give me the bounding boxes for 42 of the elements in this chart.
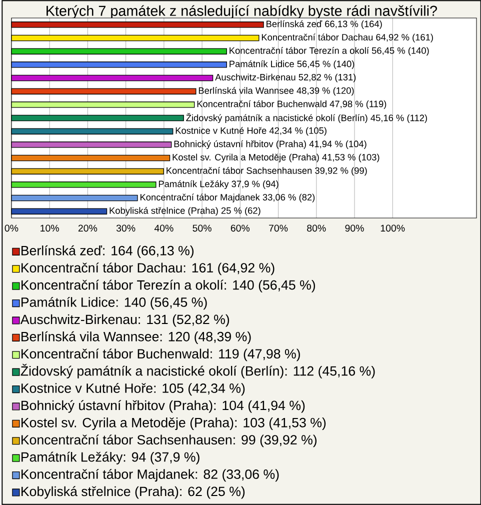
legend-label: Kostel sv. Cyrila a Metoděje (Praha): 103 (41,53 %) bbox=[21, 418, 326, 430]
data-label: Kostnice v Kutné Hoře 42,34 % (105) bbox=[176, 126, 326, 136]
data-label: Židovský památník a nacistické okolí (Berlín) 45,16 % (112) bbox=[186, 113, 427, 123]
data-label: Berlínská zeď 66,13 % (164) bbox=[266, 20, 382, 29]
legend-label: Koncentrační tábor Sachsenhausen: 99 (39,92 %) bbox=[21, 434, 316, 448]
x-tick-label: 20% bbox=[78, 224, 97, 232]
data-label: Koncentrační tábor Buchenwald 47,98 % (119) bbox=[197, 100, 386, 109]
x-tick-label: 60% bbox=[230, 224, 250, 232]
x-tick-label: 80% bbox=[306, 224, 326, 232]
x-tick-label: 0% bbox=[4, 224, 18, 232]
data-label: Koncentrační tábor Dachau 64,92 % (161) bbox=[262, 34, 433, 42]
data-label: Památník Ležáky 37,9 % (94) bbox=[158, 180, 278, 189]
chart-title: Kterých 7 památek z následující nabídky byste rádi navštívili? bbox=[46, 5, 437, 19]
legend-label: Bohnický ústavní hřbitov (Praha): 104 (41,94 %) bbox=[21, 400, 304, 413]
x-tick-label: 40% bbox=[154, 224, 174, 232]
data-label: Bohnický ústavní hřbitov (Praha) 41,94 % (104) bbox=[174, 140, 366, 149]
legend-label: Kobyliská střelnice (Praha): 62 (25 %) bbox=[21, 486, 244, 499]
legend-label: Berlínská zeď: 164 (66,13 %) bbox=[21, 245, 194, 258]
x-tick-label: 90% bbox=[345, 224, 364, 232]
x-tick-label: 10% bbox=[40, 224, 59, 232]
data-label: Koncentrační tábor Sachsenhausen 39,92 % (99) bbox=[166, 166, 367, 176]
legend-label: Památník Lidice: 140 (56,45 %) bbox=[21, 296, 207, 310]
legend-label: Auschwitz-Birkenau: 131 (52,82 %) bbox=[20, 314, 229, 327]
legend-label: Židovský památník a nacistické okolí (Berlín): 112 (45,16 %) bbox=[20, 364, 375, 378]
legend-label: Koncentrační tábor Dachau: 161 (64,92 %) bbox=[21, 262, 274, 276]
legend-label: Kostnice v Kutné Hoře: 105 (42,34 %) bbox=[21, 382, 244, 396]
legend-label: Památník Ležáky: 94 (37,9 %) bbox=[21, 452, 200, 464]
legend-label: Koncentrační tábor Majdanek: 82 (33,06 %) bbox=[21, 468, 278, 482]
x-tick-label: 50% bbox=[192, 224, 212, 232]
data-label: Kobyliská střelnice (Praha) 25 % (62) bbox=[110, 206, 260, 216]
legend-label: Berlínská vila Wannsee: 120 (48,39 %) bbox=[21, 331, 251, 344]
x-tick-label: 70% bbox=[268, 224, 288, 232]
legend-label: Koncentrační tábor Terezín a okolí: 140 (56,45 %) bbox=[21, 280, 315, 292]
data-label: Koncentrační tábor Terezín a okolí 56,45 % (140) bbox=[229, 46, 429, 56]
data-label: Auschwitz-Birkenau 52,82 % (131) bbox=[214, 74, 356, 82]
legend-label: Koncentrační tábor Buchenwald: 119 (47,98 %) bbox=[21, 348, 300, 362]
data-label: Kostel sv. Cyrila a Metoděje (Praha) 41,53 % (103) bbox=[172, 154, 379, 162]
data-label: Koncentrační tábor Majdanek 33,06 % (82) bbox=[140, 194, 314, 202]
data-label: Památník Lidice 56,45 % (140) bbox=[229, 60, 354, 69]
x-tick-label: 100% bbox=[380, 224, 404, 232]
x-tick-label: 30% bbox=[116, 224, 135, 232]
data-label: Berlínská vila Wannsee 48,39 % (120) bbox=[198, 86, 354, 96]
